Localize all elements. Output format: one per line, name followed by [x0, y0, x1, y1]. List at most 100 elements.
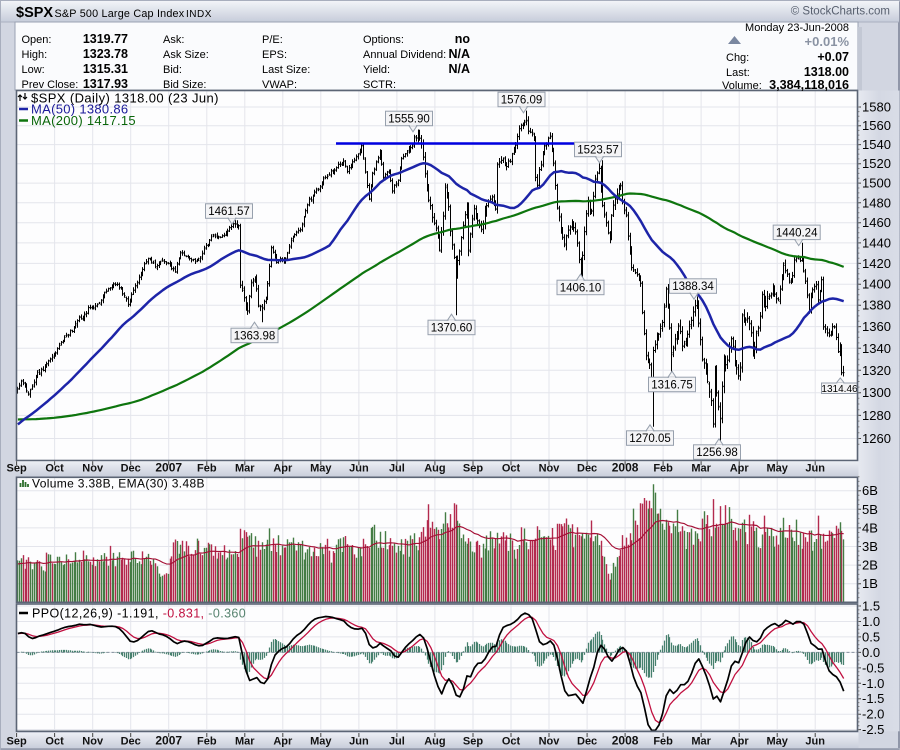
- svg-text:Jul: Jul: [389, 736, 405, 748]
- svg-text:Monday 23-Jun-2008: Monday 23-Jun-2008: [745, 22, 849, 34]
- svg-text:1380: 1380: [862, 298, 891, 313]
- svg-text:1400: 1400: [862, 277, 891, 292]
- svg-text:1318.00: 1318.00: [804, 65, 849, 79]
- svg-text:P/E:: P/E:: [262, 34, 283, 46]
- svg-text:Dec: Dec: [577, 736, 597, 748]
- svg-text:Dec: Dec: [577, 463, 597, 475]
- svg-text:PPO(12,26,9) -1.191, -0.831, -: PPO(12,26,9) -1.191, -0.831, -0.360: [32, 607, 246, 621]
- svg-text:1.5: 1.5: [862, 599, 880, 614]
- svg-text:1480: 1480: [862, 195, 891, 210]
- svg-text:1360: 1360: [862, 319, 891, 334]
- svg-text:May: May: [766, 463, 788, 475]
- svg-text:May: May: [310, 463, 332, 475]
- svg-text:Feb: Feb: [653, 736, 673, 748]
- svg-text:1460: 1460: [862, 215, 891, 230]
- svg-text:0.5: 0.5: [862, 629, 880, 644]
- svg-text:Mar: Mar: [235, 736, 255, 748]
- svg-text:Sep: Sep: [7, 736, 27, 748]
- svg-text:Last:: Last:: [726, 67, 750, 79]
- svg-text:Volume 3.38B, EMA(30) 3.48B: Volume 3.38B, EMA(30) 3.48B: [32, 477, 205, 491]
- svg-text:1580: 1580: [862, 100, 891, 115]
- svg-text:Feb: Feb: [653, 463, 673, 475]
- svg-text:6B: 6B: [862, 483, 878, 498]
- svg-text:Mar: Mar: [691, 463, 711, 475]
- svg-text:2008: 2008: [612, 734, 639, 748]
- svg-text:Jun: Jun: [349, 736, 369, 748]
- svg-text:-0.5: -0.5: [862, 660, 884, 675]
- svg-text:Nov: Nov: [539, 463, 561, 475]
- svg-text:VWAP:: VWAP:: [262, 79, 297, 91]
- svg-text:Mar: Mar: [691, 736, 711, 748]
- svg-text:2007: 2007: [155, 734, 182, 748]
- svg-text:MA(200) 1417.15: MA(200) 1417.15: [31, 113, 136, 128]
- svg-text:1323.78: 1323.78: [83, 47, 128, 61]
- svg-text:Oct: Oct: [502, 736, 521, 748]
- svg-text:Open:: Open:: [22, 34, 52, 46]
- svg-text:Options:: Options:: [363, 34, 404, 46]
- svg-text:2008: 2008: [612, 461, 639, 475]
- svg-text:Nov: Nov: [82, 463, 104, 475]
- svg-text:1.0: 1.0: [862, 614, 880, 629]
- svg-text:MA(50) 1380.86: MA(50) 1380.86: [31, 102, 128, 117]
- svg-text:Prev Close:: Prev Close:: [22, 79, 79, 91]
- svg-text:1540: 1540: [862, 137, 891, 152]
- svg-text:1406.10: 1406.10: [560, 283, 602, 295]
- svg-text:N/A: N/A: [448, 62, 470, 76]
- svg-text:1576.09: 1576.09: [501, 95, 543, 107]
- svg-text:Annual Dividend:: Annual Dividend:: [363, 49, 446, 61]
- svg-text:1363.98: 1363.98: [234, 331, 276, 343]
- svg-text:Oct: Oct: [45, 736, 64, 748]
- svg-text:Apr: Apr: [730, 736, 750, 748]
- svg-text:$SPX (Daily) 1318.00 (23 Jun): $SPX (Daily) 1318.00 (23 Jun): [31, 91, 219, 106]
- svg-text:+0.07: +0.07: [817, 50, 849, 64]
- svg-text:Jun: Jun: [805, 463, 825, 475]
- svg-text:3,384,118,016: 3,384,118,016: [769, 78, 849, 92]
- svg-text:Sep: Sep: [7, 463, 27, 475]
- svg-text:2B: 2B: [862, 558, 878, 573]
- svg-text:-2.0: -2.0: [862, 707, 884, 722]
- svg-text:Jun: Jun: [805, 736, 825, 748]
- svg-text:1461.57: 1461.57: [208, 206, 250, 218]
- svg-text:Feb: Feb: [197, 736, 217, 748]
- svg-text:Last Size:: Last Size:: [262, 64, 310, 76]
- svg-text:1520: 1520: [862, 156, 891, 171]
- svg-text:+0.01%: +0.01%: [805, 34, 850, 49]
- svg-text:1317.93: 1317.93: [83, 77, 128, 91]
- svg-text:1316.75: 1316.75: [651, 380, 693, 392]
- svg-text:0.0: 0.0: [862, 645, 880, 660]
- svg-text:2007: 2007: [155, 461, 182, 475]
- svg-text:© StockCharts.com: © StockCharts.com: [791, 6, 890, 18]
- svg-text:1560: 1560: [862, 118, 891, 133]
- svg-text:Dec: Dec: [121, 463, 141, 475]
- svg-text:Dec: Dec: [121, 736, 141, 748]
- svg-text:1500: 1500: [862, 176, 891, 191]
- svg-text:1260: 1260: [862, 431, 891, 446]
- svg-text:Apr: Apr: [273, 463, 293, 475]
- svg-text:1370.60: 1370.60: [431, 323, 473, 335]
- svg-text:Ask Size:: Ask Size:: [163, 49, 209, 61]
- svg-text:Ask:: Ask:: [163, 34, 184, 46]
- svg-text:4B: 4B: [862, 520, 878, 535]
- svg-text:-1.0: -1.0: [862, 676, 884, 691]
- svg-text:1340: 1340: [862, 341, 891, 356]
- svg-text:1388.34: 1388.34: [672, 281, 714, 293]
- svg-text:Sep: Sep: [463, 736, 483, 748]
- svg-text:S&P 500 Large Cap Index: S&P 500 Large Cap Index: [55, 8, 185, 20]
- svg-text:N/A: N/A: [448, 47, 470, 61]
- svg-text:1440: 1440: [862, 235, 891, 250]
- svg-text:5B: 5B: [862, 502, 878, 517]
- svg-text:Jul: Jul: [389, 463, 405, 475]
- svg-text:1B: 1B: [862, 576, 878, 591]
- svg-text:1319.77: 1319.77: [83, 32, 128, 46]
- svg-text:Volume:: Volume:: [722, 80, 762, 92]
- svg-text:$SPX: $SPX: [16, 5, 53, 21]
- svg-text:1280: 1280: [862, 408, 891, 423]
- svg-text:1440.24: 1440.24: [776, 227, 818, 239]
- svg-text:Nov: Nov: [82, 736, 104, 748]
- svg-text:Bid:: Bid:: [163, 64, 182, 76]
- svg-text:Sep: Sep: [463, 463, 483, 475]
- svg-text:1314.46: 1314.46: [821, 384, 858, 395]
- svg-text:no: no: [455, 32, 471, 46]
- svg-text:3B: 3B: [862, 539, 878, 554]
- svg-text:INDX: INDX: [186, 9, 212, 20]
